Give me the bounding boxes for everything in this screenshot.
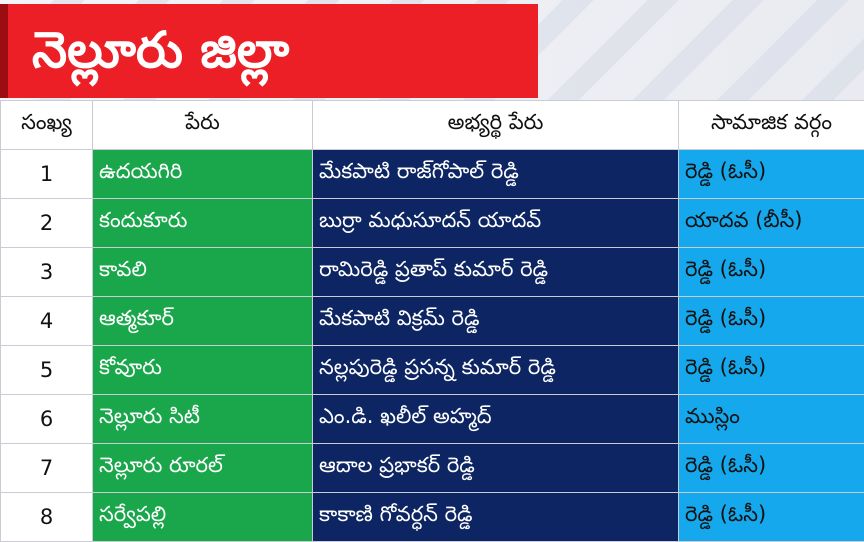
table-row: 4 ఆత్మకూర్ మేకపాటి విక్రమ్ రెడ్డి రెడ్డి… — [1, 297, 864, 346]
candidate-name: ఆదాల ప్రభాకర్ రెడ్డి — [313, 444, 679, 493]
constituency-name: ఉదయగిరి — [93, 150, 313, 199]
table-row: 1 ఉదయగిరి మేకపాటి రాజ్‌గోపాల్ రెడ్డి రెడ… — [1, 150, 864, 199]
candidate-name: మేకపాటి విక్రమ్ రెడ్డి — [313, 297, 679, 346]
constituency-name: కందుకూరు — [93, 199, 313, 248]
column-header-candidate: అభ్యర్థి పేరు — [313, 101, 679, 150]
social-category: రెడ్డి (ఓసీ) — [679, 493, 864, 542]
candidate-name: ఎం.డి. ఖలీల్ అహ్మద్ — [313, 395, 679, 444]
constituency-name: కావలి — [93, 248, 313, 297]
table-row: 2 కందుకూరు బుర్రా మధుసూదన్ యాదవ్ యాదవ (బ… — [1, 199, 864, 248]
title-banner: నెల్లూరు జిల్లా — [0, 4, 538, 98]
social-category: రెడ్డి (ఓసీ) — [679, 150, 864, 199]
row-number: 7 — [1, 444, 93, 493]
table-row: 5 కోవూరు నల్లపురెడ్డి ప్రసన్న కుమార్ రెడ… — [1, 346, 864, 395]
constituency-name: ఆత్మకూర్ — [93, 297, 313, 346]
page-title: నెల్లూరు జిల్లా — [32, 14, 289, 86]
column-header-number: సంఖ్య — [1, 101, 93, 150]
row-number: 8 — [1, 493, 93, 542]
table-row: 7 నెల్లూరు రూరల్ ఆదాల ప్రభాకర్ రెడ్డి రె… — [1, 444, 864, 493]
table-row: 6 నెల్లూరు సిటీ ఎం.డి. ఖలీల్ అహ్మద్ ముస్… — [1, 395, 864, 444]
social-category: రెడ్డి (ఓసీ) — [679, 346, 864, 395]
social-category: యాదవ (బీసీ) — [679, 199, 864, 248]
table-row: 8 సర్వేపల్లి కాకాణి గోవర్ధన్ రెడ్డి రెడ్… — [1, 493, 864, 542]
row-number: 1 — [1, 150, 93, 199]
social-category: రెడ్డి (ఓసీ) — [679, 297, 864, 346]
row-number: 4 — [1, 297, 93, 346]
table-header-row: సంఖ్య పేరు అభ్యర్థి పేరు సామాజిక వర్గం — [1, 101, 864, 150]
constituency-name: నెల్లూరు సిటీ — [93, 395, 313, 444]
social-category: రెడ్డి (ఓసీ) — [679, 248, 864, 297]
social-category: రెడ్డి (ఓసీ) — [679, 444, 864, 493]
constituency-name: సర్వేపల్లి — [93, 493, 313, 542]
candidate-name: బుర్రా మధుసూదన్ యాదవ్ — [313, 199, 679, 248]
column-header-caste: సామాజిక వర్గం — [679, 101, 864, 150]
constituency-name: నెల్లూరు రూరల్ — [93, 444, 313, 493]
row-number: 6 — [1, 395, 93, 444]
candidate-name: రామిరెడ్డి ప్రతాప్ కుమార్ రెడ్డి — [313, 248, 679, 297]
row-number: 3 — [1, 248, 93, 297]
table-row: 3 కావలి రామిరెడ్డి ప్రతాప్ కుమార్ రెడ్డి… — [1, 248, 864, 297]
candidate-name: నల్లపురెడ్డి ప్రసన్న కుమార్ రెడ్డి — [313, 346, 679, 395]
candidate-name: మేకపాటి రాజ్‌గోపాల్ రెడ్డి — [313, 150, 679, 199]
row-number: 5 — [1, 346, 93, 395]
column-header-name: పేరు — [93, 101, 313, 150]
candidates-table: సంఖ్య పేరు అభ్యర్థి పేరు సామాజిక వర్గం 1… — [0, 100, 864, 542]
row-number: 2 — [1, 199, 93, 248]
candidate-name: కాకాణి గోవర్ధన్ రెడ్డి — [313, 493, 679, 542]
social-category: ముస్లిం — [679, 395, 864, 444]
constituency-name: కోవూరు — [93, 346, 313, 395]
